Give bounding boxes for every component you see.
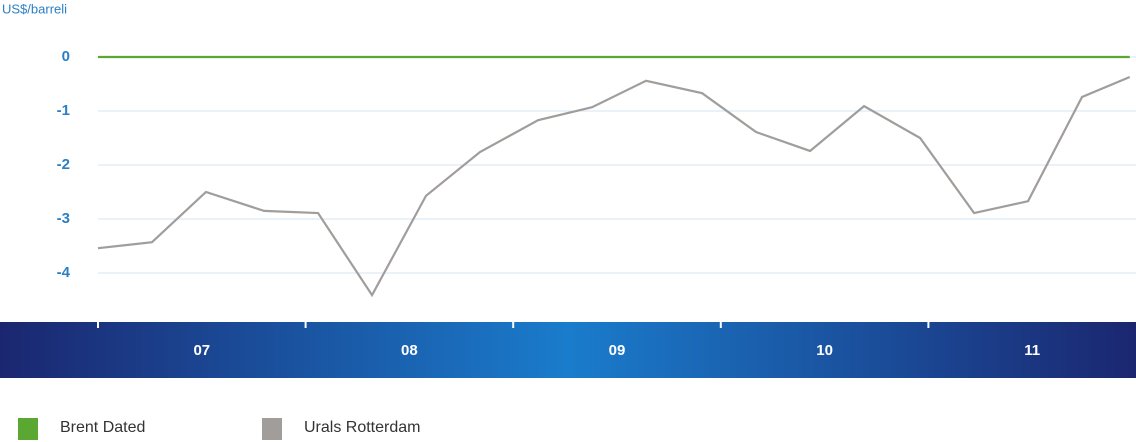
y-tick-label: 0 — [62, 48, 70, 65]
x-tick-label: 08 — [401, 342, 418, 359]
x-tick-label: 10 — [816, 342, 833, 359]
legend-label: Urals Rotterdam — [304, 419, 420, 436]
x-tick-label: 07 — [193, 342, 210, 359]
legend-label: Brent Dated — [60, 419, 145, 436]
axis-unit: US$/barreli — [2, 1, 67, 16]
y-tick-label: -1 — [57, 102, 70, 119]
y-tick-label: -2 — [57, 156, 70, 173]
legend-swatch — [262, 418, 282, 440]
y-tick-label: -3 — [57, 210, 70, 227]
x-axis-band — [0, 322, 1136, 378]
legend-swatch — [18, 418, 38, 440]
x-tick-label: 11 — [1024, 342, 1040, 359]
y-tick-label: -4 — [57, 264, 71, 281]
x-tick-label: 09 — [609, 342, 626, 359]
series-line — [97, 75, 1131, 298]
